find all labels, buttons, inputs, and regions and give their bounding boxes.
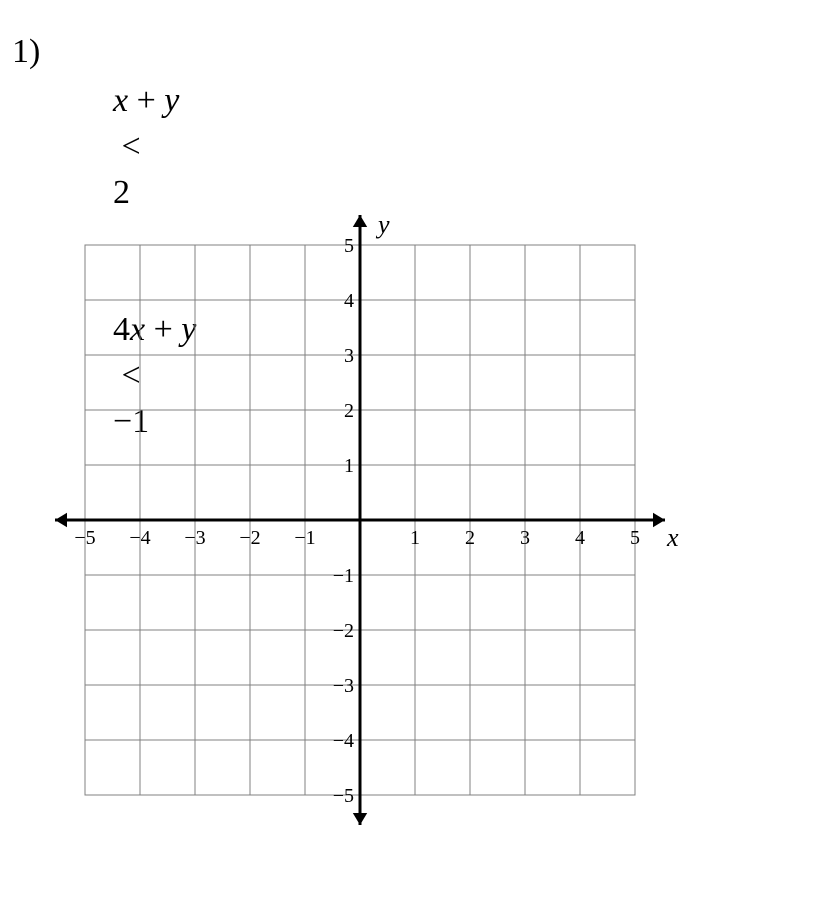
x-axis-arrow-right [653, 513, 665, 527]
x-tick-label: −4 [129, 527, 150, 549]
y-tick-label: −1 [333, 565, 354, 587]
y-tick-label: 1 [344, 455, 354, 477]
x-tick-label: 1 [410, 527, 420, 549]
y-tick-label: −4 [333, 730, 354, 752]
problem-number: 1) [12, 32, 40, 73]
inequality-1-rel: < [113, 128, 149, 165]
x-tick-label: 5 [630, 527, 640, 549]
x-tick-label: −1 [294, 527, 315, 549]
y-axis-arrow-down [353, 813, 367, 825]
y-tick-label: −2 [333, 620, 354, 642]
y-tick-label: −5 [333, 785, 354, 807]
y-axis-arrow-up [353, 215, 367, 227]
y-tick-label: 4 [344, 290, 354, 312]
y-tick-label: −3 [333, 675, 354, 697]
y-tick-label: 5 [344, 235, 354, 257]
x-tick-label: 2 [465, 527, 475, 549]
y-axis-label: y [375, 210, 390, 239]
inequality-1-lhs: x + y [113, 82, 179, 119]
y-tick-label: 2 [344, 400, 354, 422]
x-axis-label: x [666, 523, 679, 552]
y-tick-label: 3 [344, 345, 354, 367]
coordinate-grid-svg: −5−4−3−2−112345−5−4−3−2−112345yx [40, 200, 680, 840]
x-tick-label: 4 [575, 527, 585, 549]
x-tick-label: −3 [184, 527, 205, 549]
x-tick-label: −2 [239, 527, 260, 549]
x-tick-label: −5 [74, 527, 95, 549]
x-tick-label: 3 [520, 527, 530, 549]
coordinate-grid: −5−4−3−2−112345−5−4−3−2−112345yx [40, 200, 680, 840]
x-axis-arrow-left [55, 513, 67, 527]
page: 1) x + y < 2 4x + y < −1 −5−4−3−2−112345… [0, 0, 819, 902]
